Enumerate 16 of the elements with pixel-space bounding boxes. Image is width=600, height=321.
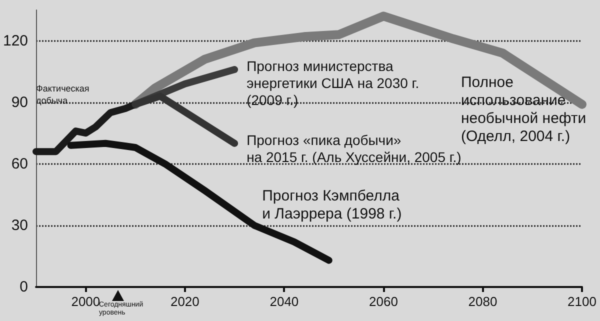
x-tick-label: 2100 — [568, 294, 596, 309]
text: Фактическая добыча — [36, 84, 90, 106]
x-tick-label: 2020 — [170, 294, 200, 309]
series-label: Полное использование необычной нефти (Оделл, 2004 г.) — [460, 74, 586, 146]
x-tick-label: 2000 — [71, 294, 100, 309]
series-label: Прогноз Кэмпбелла и Лаэррера (1998 г.) — [262, 187, 402, 222]
series-label: Прогноз «пика добычи» на 2015 г. (Аль Хуссейни, 2005 г.) — [246, 132, 462, 165]
x-tick-label: 2040 — [270, 294, 299, 309]
y-tick-label: 60 — [11, 155, 28, 172]
y-tick-label: 120 — [2, 32, 28, 50]
series-label: Прогноз министерства энергетики США на 2030 г. (2009 г.) — [246, 58, 420, 108]
x-tick-label: 2080 — [468, 294, 498, 309]
y-tick-label: 90 — [11, 94, 28, 111]
y-tick-label: 0 — [20, 278, 28, 296]
x-tick-label: 2060 — [369, 294, 398, 309]
y-tick-label: 30 — [11, 216, 28, 234]
